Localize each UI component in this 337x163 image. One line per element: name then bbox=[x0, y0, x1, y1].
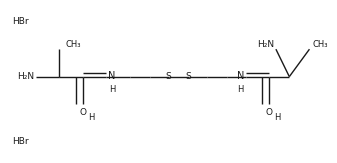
Text: S: S bbox=[165, 72, 172, 81]
Text: H₂N: H₂N bbox=[257, 40, 274, 49]
Text: S: S bbox=[186, 72, 191, 81]
Text: CH₃: CH₃ bbox=[65, 40, 81, 49]
Text: N: N bbox=[237, 71, 244, 81]
Text: CH₃: CH₃ bbox=[313, 40, 328, 49]
Text: H: H bbox=[109, 85, 116, 94]
Text: H: H bbox=[88, 113, 94, 122]
Text: O: O bbox=[80, 108, 86, 117]
Text: H: H bbox=[237, 85, 243, 94]
Text: N: N bbox=[108, 71, 116, 81]
Text: H: H bbox=[274, 113, 281, 122]
Text: HBr: HBr bbox=[12, 17, 29, 26]
Text: O: O bbox=[266, 108, 273, 117]
Text: H₂N: H₂N bbox=[17, 72, 34, 81]
Text: HBr: HBr bbox=[12, 137, 29, 146]
